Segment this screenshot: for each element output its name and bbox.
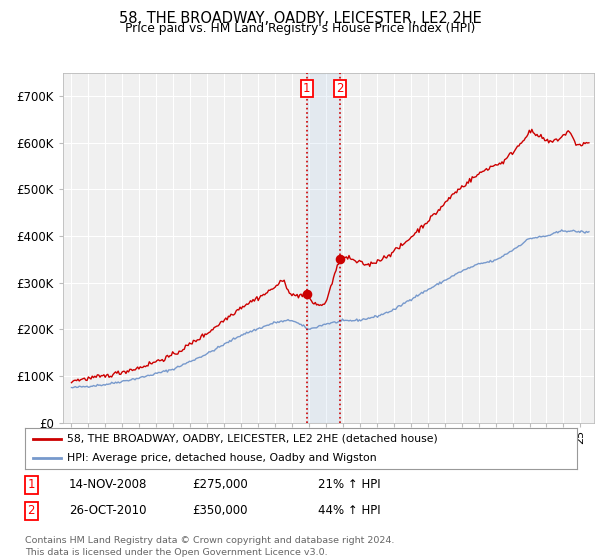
Point	[302, 290, 311, 299]
Text: Price paid vs. HM Land Registry's House Price Index (HPI): Price paid vs. HM Land Registry's House …	[125, 22, 475, 35]
Text: 2: 2	[28, 504, 35, 517]
Text: 58, THE BROADWAY, OADBY, LEICESTER, LE2 2HE: 58, THE BROADWAY, OADBY, LEICESTER, LE2 …	[119, 11, 481, 26]
Text: 14-NOV-2008: 14-NOV-2008	[69, 478, 148, 492]
Text: 26-OCT-2010: 26-OCT-2010	[69, 504, 146, 517]
Text: HPI: Average price, detached house, Oadby and Wigston: HPI: Average price, detached house, Oadb…	[67, 453, 376, 463]
Text: 1: 1	[28, 478, 35, 492]
Text: £350,000: £350,000	[192, 504, 248, 517]
Bar	[307, 73, 340, 423]
Text: 58, THE BROADWAY, OADBY, LEICESTER, LE2 2HE (detached house): 58, THE BROADWAY, OADBY, LEICESTER, LE2 …	[67, 434, 437, 444]
Text: 1: 1	[303, 82, 311, 95]
Text: 21% ↑ HPI: 21% ↑ HPI	[318, 478, 380, 492]
Text: 44% ↑ HPI: 44% ↑ HPI	[318, 504, 380, 517]
Text: 2: 2	[336, 82, 344, 95]
Text: Contains HM Land Registry data © Crown copyright and database right 2024.
This d: Contains HM Land Registry data © Crown c…	[25, 536, 395, 557]
Text: £275,000: £275,000	[192, 478, 248, 492]
Point	[335, 255, 344, 264]
